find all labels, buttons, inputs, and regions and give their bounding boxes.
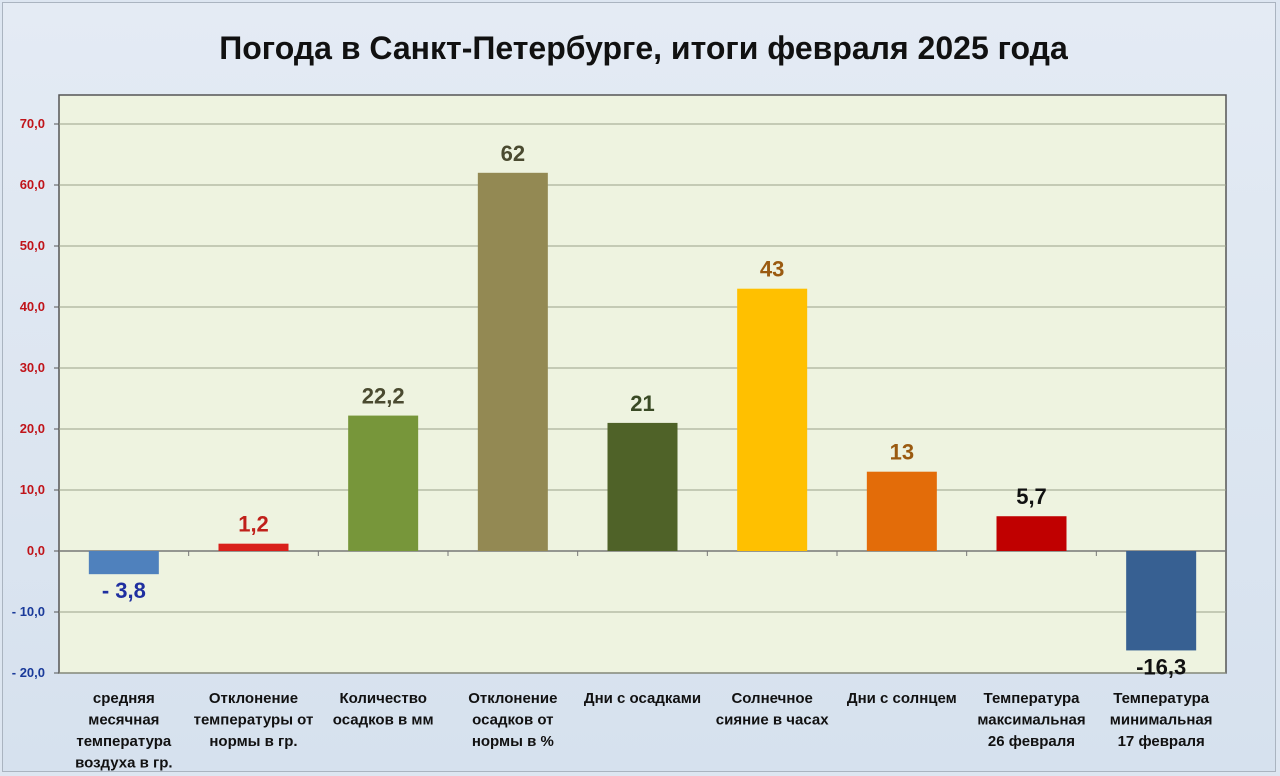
bar [348,415,419,551]
category-label-line: осадков в мм [333,712,434,729]
category-label: Отклонение осадков от нормы в % [468,690,557,750]
category-label: Температура минимальная 17 февраля [1110,690,1213,750]
bar [218,543,289,551]
bar [996,516,1067,551]
data-label: 21 [630,391,654,416]
bar [607,422,678,551]
data-label: - 3,8 [102,578,146,603]
data-label: 62 [501,141,525,166]
category-label: Дни с солнцем [847,690,957,707]
data-label: 5,7 [1016,484,1047,509]
category-label-line: Дни с осадками [584,690,701,707]
category-label: Количество осадков в мм [333,690,434,729]
category-label-line: воздуха в гр. [75,755,173,772]
y-tick-label: 70,0 [20,116,45,131]
category-label-line: нормы в гр. [209,733,297,750]
category-label-line: сияние в часах [716,712,829,729]
category-label-line: нормы в % [472,733,554,750]
bar [1126,551,1197,651]
category-label-line: минимальная [1110,712,1213,729]
category-label-line: Отклонение [468,690,557,707]
category-label-line: Количество [339,690,426,707]
category-label-line: Дни с солнцем [847,690,957,707]
data-label: 43 [760,257,784,282]
y-tick-label: 40,0 [20,299,45,314]
bar [737,288,808,551]
bar [477,172,548,552]
y-tick-label: 50,0 [20,238,45,253]
y-tick-label: - 10,0 [12,604,45,619]
bar [866,471,937,551]
category-label-line: максимальная [977,712,1085,729]
category-label-line: температуры от [194,712,314,729]
category-label-line: Солнечное [731,690,812,707]
category-label-line: месячная [88,712,159,729]
category-label: средняя месячная температура воздуха в гр. [75,690,173,772]
y-tick-label: 20,0 [20,421,45,436]
y-tick-label: 0,0 [27,543,45,558]
category-label-line: Отклонение [209,690,298,707]
category-label-line: 26 февраля [988,733,1075,750]
y-tick-label: 30,0 [20,360,45,375]
category-label-line: средняя [93,690,155,707]
data-label: 22,2 [362,384,405,409]
category-label-line: 17 февраля [1118,733,1205,750]
category-label: Отклонение температуры от нормы в гр. [194,690,314,750]
bar [88,551,159,575]
category-label-line: Температура [984,690,1081,707]
y-tick-label: 60,0 [20,177,45,192]
data-label: 1,2 [238,512,269,537]
y-tick-label: 10,0 [20,482,45,497]
chart-title: Погода в Санкт-Петербурге, итоги февраля… [219,30,1068,66]
category-label: Солнечное сияние в часах [716,690,829,729]
category-label: Дни с осадками [584,690,701,707]
data-label: -16,3 [1136,654,1186,679]
category-label-line: осадков от [472,712,553,729]
plot-area [58,94,1227,674]
category-label: Температура максимальная 26 февраля [977,690,1085,750]
data-label: 13 [890,440,914,465]
y-tick-label: - 20,0 [12,665,45,680]
category-label-line: Температура [1113,690,1210,707]
category-label-line: температура [76,733,172,750]
